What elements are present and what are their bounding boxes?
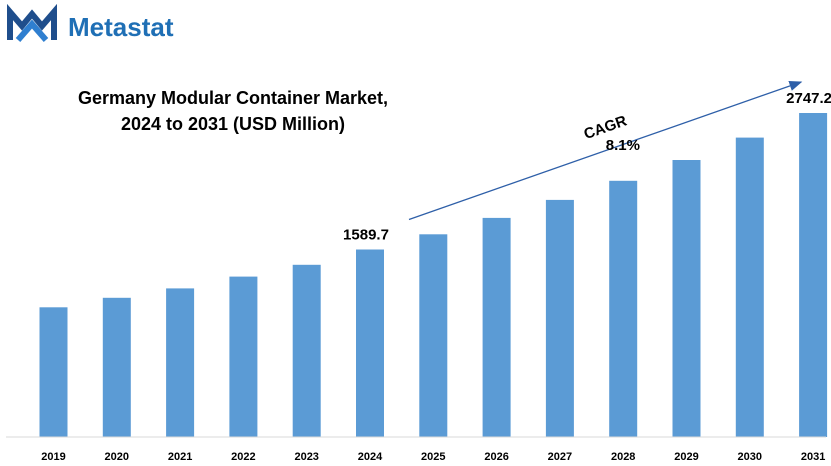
x-tick-label-2020: 2020 <box>105 451 129 463</box>
bar-2023 <box>292 264 321 437</box>
bar-2031 <box>799 113 828 437</box>
metastat-m-logo-icon <box>7 3 57 42</box>
bar-2024 <box>356 249 384 437</box>
x-tick-label-2023: 2023 <box>294 451 318 463</box>
bar-2019 <box>39 307 68 437</box>
x-tick-label-2021: 2021 <box>168 451 192 463</box>
chart-title-line-2: 2024 to 2031 (USD Million) <box>121 114 345 134</box>
x-tick-label-2025: 2025 <box>421 451 445 463</box>
bar-2029 <box>672 160 701 437</box>
data-label-2024: 1589.7 <box>343 227 389 244</box>
x-tick-label-2024: 2024 <box>358 451 383 463</box>
x-tick-label-2030: 2030 <box>738 451 762 463</box>
bar-2025 <box>419 234 448 437</box>
bar-2027 <box>545 199 574 437</box>
x-tick-label-2028: 2028 <box>611 451 635 463</box>
brand-logo: Metastat <box>7 3 174 42</box>
x-tick-label-2029: 2029 <box>674 451 698 463</box>
cagr-arrow <box>408 80 803 221</box>
x-tick-label-2027: 2027 <box>548 451 572 463</box>
bar-series <box>39 113 828 438</box>
cagr-value: 8.1% <box>606 137 640 154</box>
x-tick-label-2019: 2019 <box>41 451 65 463</box>
x-tick-label-2031: 2031 <box>801 451 825 463</box>
bar-2022 <box>229 276 258 437</box>
brand-name: Metastat <box>68 12 174 42</box>
x-tick-label-2026: 2026 <box>484 451 508 463</box>
bar-2030 <box>735 137 764 437</box>
x-tick-label-2022: 2022 <box>231 451 255 463</box>
data-labels: 1589.7 2747.2 <box>343 90 831 244</box>
bar-2021 <box>166 288 195 437</box>
chart-title-line-1: Germany Modular Container Market, <box>78 88 388 108</box>
data-label-2031: 2747.2 <box>786 90 831 107</box>
bar-2020 <box>102 297 131 437</box>
bar-2026 <box>482 217 511 437</box>
bar-2028 <box>609 180 638 438</box>
x-axis-ticks: 2019 2020 2021 2022 2023 2024 2025 2026 2027 2028… <box>41 451 825 463</box>
chart-title: Germany Modular Container Market, 2024 t… <box>78 88 388 134</box>
